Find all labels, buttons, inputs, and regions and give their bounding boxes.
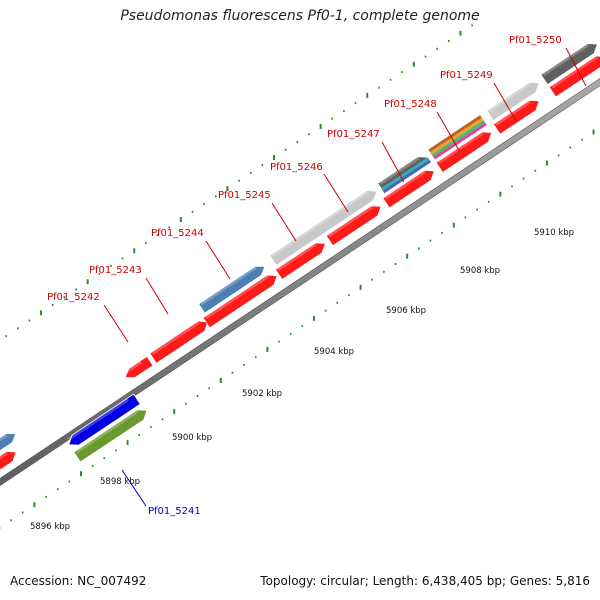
gene-feature-shading bbox=[151, 321, 200, 355]
gene-label-leader bbox=[145, 277, 169, 315]
gene-feature[interactable] bbox=[435, 131, 493, 174]
length-label: Length: bbox=[372, 574, 419, 588]
gene-features bbox=[0, 43, 600, 485]
gene-label-leader bbox=[121, 469, 147, 507]
accession-value: NC_007492 bbox=[77, 574, 147, 588]
genome-summary: Topology: circular; Length: 6,438,405 bp… bbox=[260, 574, 590, 588]
gene-label-leader bbox=[436, 111, 461, 153]
gene-feature[interactable] bbox=[325, 205, 382, 247]
topology-label: Topology: bbox=[260, 574, 317, 588]
gene-feature[interactable] bbox=[540, 43, 598, 86]
gene-feature-shading bbox=[437, 132, 484, 164]
gene-feature-shading bbox=[550, 56, 598, 89]
gene-label-leader bbox=[103, 304, 129, 343]
accession-info: Accession: NC_007492 bbox=[10, 574, 146, 588]
gene-feature-shading bbox=[488, 82, 531, 112]
ruler-label: 5904 kbp bbox=[314, 347, 354, 357]
gene-feature-band bbox=[433, 122, 487, 160]
topology-value: circular bbox=[320, 574, 365, 588]
gene-label-leader bbox=[493, 82, 517, 122]
gene-feature[interactable] bbox=[486, 81, 540, 122]
gene-feature-shading bbox=[67, 398, 129, 441]
gene-feature-shading bbox=[200, 266, 257, 306]
ruler-label: 5908 kbp bbox=[460, 266, 500, 276]
gene-feature[interactable] bbox=[269, 190, 378, 266]
gene-feature-shading bbox=[123, 360, 142, 375]
gene-feature-band bbox=[382, 159, 431, 194]
gene-feature[interactable] bbox=[548, 55, 600, 98]
gene-feature[interactable] bbox=[0, 433, 17, 472]
genes-value: 5,816 bbox=[555, 574, 590, 588]
gene-label[interactable]: Pf01_5245 bbox=[218, 190, 271, 201]
ruler-label: 5910 kbp bbox=[534, 228, 574, 238]
gene-feature[interactable] bbox=[124, 355, 154, 379]
gene-label[interactable]: Pf01_5244 bbox=[151, 228, 204, 239]
gene-feature-shading bbox=[384, 170, 426, 200]
gene-labels: Pf01_5241 Pf01_5242 Pf01_5243 Pf01_5244 Pf01… bbox=[47, 35, 587, 517]
gene-feature-shading bbox=[379, 156, 420, 185]
gene-label-leader bbox=[271, 202, 297, 242]
gene-feature[interactable] bbox=[202, 274, 278, 329]
gene-feature[interactable] bbox=[73, 409, 148, 463]
gene-feature[interactable] bbox=[382, 169, 435, 209]
gene-label-leader bbox=[565, 47, 587, 87]
ruler-label: 5906 kbp bbox=[386, 306, 426, 316]
gene-feature-band bbox=[428, 115, 482, 152]
ruler-label: 5896 kbp bbox=[30, 522, 70, 532]
gene-feature[interactable] bbox=[0, 451, 17, 485]
gene-feature[interactable] bbox=[274, 242, 326, 281]
gene-feature-shading bbox=[495, 100, 531, 126]
ruler-label: 5902 kbp bbox=[242, 389, 282, 399]
gene-feature-shading bbox=[327, 205, 373, 238]
gene-label[interactable]: Pf01_5241 bbox=[148, 506, 201, 517]
gene-label[interactable]: Pf01_5250 bbox=[509, 35, 562, 46]
gene-feature-shading bbox=[0, 451, 8, 460]
gene-feature[interactable] bbox=[492, 99, 540, 135]
gene-feature-shading bbox=[277, 242, 317, 271]
gene-label-leader bbox=[205, 240, 231, 280]
gene-label[interactable]: Pf01_5249 bbox=[440, 70, 493, 81]
ruler-labels: 5896 kbp 5898 kbp 5900 kbp 5902 kbp 5904 kbp… bbox=[30, 228, 574, 532]
gene-feature-shading bbox=[542, 43, 590, 76]
gene-label-leader bbox=[381, 141, 405, 183]
gene-feature-band bbox=[431, 120, 486, 157]
gene-label[interactable]: Pf01_5242 bbox=[47, 292, 100, 303]
gene-feature[interactable] bbox=[198, 265, 266, 314]
gene-feature-shading bbox=[204, 275, 269, 320]
gene-label[interactable]: Pf01_5243 bbox=[89, 265, 142, 276]
gene-feature-band bbox=[381, 157, 430, 191]
gene-feature-shading bbox=[0, 433, 8, 442]
ruler-ticks bbox=[0, 24, 595, 530]
genome-backbone bbox=[0, 78, 600, 486]
length-value: 6,438,405 bp bbox=[421, 574, 502, 588]
gene-feature[interactable] bbox=[68, 393, 141, 446]
ruler-label: 5898 kbp bbox=[100, 477, 140, 487]
gene-label[interactable]: Pf01_5248 bbox=[384, 99, 437, 110]
ruler-label: 5900 kbp bbox=[172, 433, 212, 443]
gene-feature[interactable] bbox=[149, 320, 209, 364]
accession-label: Accession: bbox=[10, 574, 74, 588]
gene-feature-band bbox=[430, 117, 484, 155]
gene-label[interactable]: Pf01_5246 bbox=[270, 162, 323, 173]
gene-label-leader bbox=[323, 173, 349, 213]
backbone-strand bbox=[0, 78, 600, 486]
page-title: Pseudomonas fluorescens Pf0-1, complete … bbox=[120, 8, 480, 24]
gene-feature-shading bbox=[75, 409, 139, 454]
gene-label[interactable]: Pf01_5247 bbox=[327, 129, 380, 140]
genes-label: Genes: bbox=[509, 574, 552, 588]
